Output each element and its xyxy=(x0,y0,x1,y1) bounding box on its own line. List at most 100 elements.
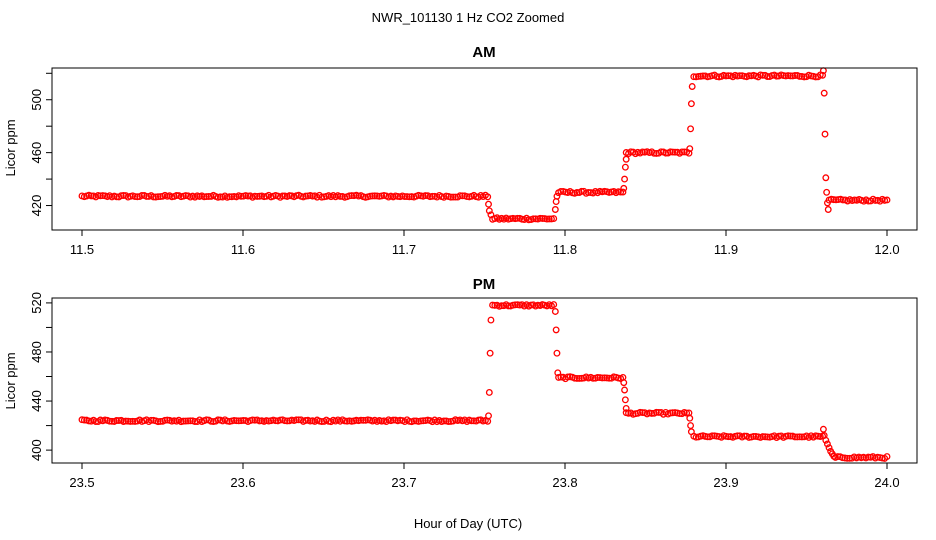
am-plot-frame xyxy=(51,67,918,231)
am-point-seg0-176 xyxy=(484,193,492,201)
am-point-seg0-28 xyxy=(143,192,150,200)
pm-point-transition-5 xyxy=(552,326,560,334)
am-y-tick-label-2: 500 xyxy=(29,89,44,111)
am-point-seg2-13 xyxy=(585,189,592,196)
am-point-seg3-20 xyxy=(669,148,677,156)
am-point-seg4-20 xyxy=(736,72,744,80)
pm-point-seg0-93 xyxy=(292,416,300,424)
pm-x-tick-label-2: 23.7 xyxy=(391,475,416,490)
pm-point-transition-1 xyxy=(485,389,493,396)
am-point-seg3-19 xyxy=(666,148,674,156)
pm-point-seg3-20 xyxy=(669,409,677,417)
am-point-seg0-161 xyxy=(449,193,457,201)
pm-point-seg0-68 xyxy=(235,417,243,425)
am-point-transition-11 xyxy=(687,125,695,133)
pm-point-seg0-22 xyxy=(129,417,137,425)
am-point-seg0-9 xyxy=(99,192,107,200)
pm-point-seg0-157 xyxy=(440,417,448,425)
pm-x-tick-label-5: 24.0 xyxy=(874,475,899,490)
am-point-seg2-1 xyxy=(557,187,565,195)
pm-point-transition-9 xyxy=(621,386,629,394)
pm-point-seg4-46 xyxy=(796,433,804,441)
pm-y-tick-label-3: 520 xyxy=(29,292,44,314)
pm-point-transition-11 xyxy=(622,404,630,412)
pm-y-tick-label-2: 480 xyxy=(29,341,44,363)
am-point-seg4-4 xyxy=(699,72,707,80)
pm-point-seg2-17 xyxy=(594,374,602,381)
am-point-seg3-7 xyxy=(639,148,646,156)
am-point-seg5-25 xyxy=(883,196,891,204)
pm-point-seg4-8 xyxy=(708,432,716,440)
pm-point-seg0-19 xyxy=(122,417,130,425)
pm-point-transition-4 xyxy=(551,308,559,315)
am-point-seg0-72 xyxy=(244,192,252,200)
am-point-transition-7 xyxy=(621,175,629,183)
pm-panel-title: PM xyxy=(473,276,496,293)
am-panel-title: AM xyxy=(472,44,495,61)
am-point-transition-18 xyxy=(823,188,831,196)
am-point-seg0-26 xyxy=(138,191,146,199)
am-y-tick-label-1: 460 xyxy=(29,142,44,164)
pm-point-seg0-46 xyxy=(184,417,192,425)
am-point-seg0-76 xyxy=(253,192,261,200)
am-point-transition-3 xyxy=(551,206,559,213)
pm-point-transition-8 xyxy=(620,379,628,387)
am-point-seg0-64 xyxy=(226,193,233,201)
am-point-seg4-2 xyxy=(694,73,702,80)
am-x-tick-label-4: 11.9 xyxy=(714,242,738,257)
pm-point-seg0-88 xyxy=(281,417,289,425)
am-point-seg0-152 xyxy=(428,192,436,200)
pm-x-tick-label-3: 23.8 xyxy=(552,475,577,490)
pm-point-seg2-15 xyxy=(589,374,597,382)
am-point-transition-10 xyxy=(686,145,694,153)
pm-point-seg3-23 xyxy=(676,410,684,418)
am-point-seg3-17 xyxy=(662,149,670,157)
am-point-seg0-41 xyxy=(173,192,180,199)
pm-point-seg0-30 xyxy=(147,416,155,424)
pm-point-seg0-16 xyxy=(115,417,123,424)
am-point-seg2-8 xyxy=(573,189,581,196)
am-point-seg4-44 xyxy=(791,72,799,79)
am-point-seg4-42 xyxy=(786,72,794,80)
am-panel: AM Licor ppm 11.5 11.6 11.7 11.8 11.9 12.0 420… xyxy=(3,44,918,257)
pm-point-seg3-11 xyxy=(648,409,656,417)
pm-point-seg0-77 xyxy=(256,417,263,425)
pm-point-seg4-6 xyxy=(704,433,712,441)
pm-point-seg0-70 xyxy=(239,416,247,424)
pm-point-seg2-9 xyxy=(575,374,583,382)
am-point-seg3-25 xyxy=(680,148,688,156)
am-point-seg0-31 xyxy=(150,193,157,201)
am-x-tick-label-5: 12.0 xyxy=(874,242,899,257)
pm-point-seg4-19 xyxy=(734,432,741,440)
am-point-seg0-24 xyxy=(133,193,141,201)
pm-point-seg0-13 xyxy=(108,417,116,425)
am-point-seg0-4 xyxy=(87,192,95,200)
am-point-seg0-69 xyxy=(237,192,245,200)
am-point-transition-6 xyxy=(620,184,628,192)
pm-point-seg0-84 xyxy=(272,417,280,425)
pm-point-seg0-44 xyxy=(179,417,187,425)
pm-plot-frame xyxy=(51,297,918,464)
am-point-seg0-75 xyxy=(251,192,259,200)
am-point-transition-20 xyxy=(824,206,832,213)
am-point-seg3-12 xyxy=(650,149,658,157)
pm-point-seg3-19 xyxy=(666,409,674,417)
am-x-tick-label-2: 11.7 xyxy=(392,242,416,257)
pm-point-seg2-4 xyxy=(564,373,572,381)
am-point-seg1-11 xyxy=(514,214,521,222)
am-axes: 11.5 11.6 11.7 11.8 11.9 12.0 420 460 500 xyxy=(29,72,900,257)
am-data-points xyxy=(78,67,891,224)
am-point-transition-17 xyxy=(822,174,830,182)
pm-point-seg2-20 xyxy=(601,374,609,382)
pm-point-seg3-26 xyxy=(683,409,691,417)
pm-point-seg0-89 xyxy=(283,417,291,425)
figure-title: NWR_101130 1 Hz CO2 Zoomed xyxy=(372,10,565,25)
pm-point-seg5-5 xyxy=(843,454,851,462)
pm-point-seg1-7 xyxy=(504,302,512,310)
pm-point-seg0-21 xyxy=(126,418,134,425)
pm-point-seg0-75 xyxy=(251,416,259,424)
am-point-transition-13 xyxy=(688,83,696,90)
am-point-seg3-24 xyxy=(678,148,686,156)
am-point-seg4-32 xyxy=(763,73,771,80)
pm-point-transition-10 xyxy=(621,396,629,404)
